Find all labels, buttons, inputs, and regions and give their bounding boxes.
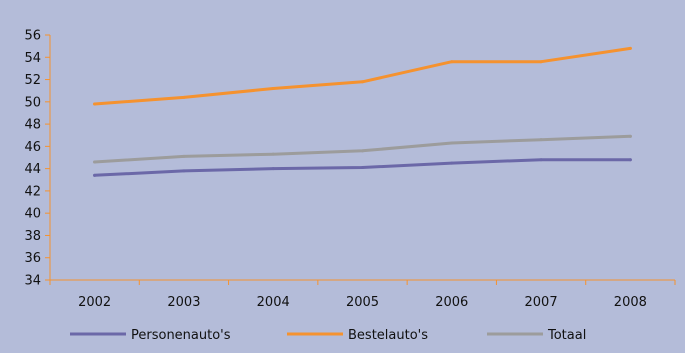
data-point [539,60,543,64]
data-point [93,160,97,164]
series-lines [93,46,632,177]
data-point [450,60,454,64]
data-point [361,166,364,170]
legend-label-1: Personenauto's [131,328,231,343]
data-point [450,141,454,145]
data-point [361,80,364,84]
x-axis: 2002 2003 2004 2005 2006 2007 2008 [49,279,676,310]
y-tick-label: 54 [24,51,41,66]
y-tick-label: 42 [24,184,41,199]
x-tick-label: 2006 [435,295,468,310]
data-point [182,169,186,173]
legend: Personenauto's Bestelauto's Totaal [70,328,586,343]
y-tick-label: 48 [24,118,41,133]
data-point [539,138,543,142]
data-point [271,152,275,156]
y-tick-label: 50 [24,95,41,110]
data-point [271,167,275,171]
data-point [271,86,275,90]
legend-label-3: Totaal [547,328,586,343]
y-tick-label: 34 [24,274,41,289]
x-tick-label: 2005 [346,295,379,310]
y-tick-label: 52 [24,73,41,88]
data-point [628,46,632,50]
data-point [450,161,454,165]
y-tick-label: 46 [24,140,41,155]
data-point [93,102,97,106]
legend-label-2: Bestelauto's [348,328,428,343]
y-tick-label: 56 [24,29,41,44]
x-tick-label: 2007 [525,295,558,310]
data-point [182,154,186,158]
data-point [361,149,364,153]
data-point [628,134,632,138]
y-axis: 34 36 38 40 42 44 46 48 50 52 54 56 [24,29,51,289]
x-tick-label: 2008 [614,295,647,310]
y-tick-label: 36 [24,251,41,266]
y-tick-label: 44 [24,162,41,177]
data-point [93,173,97,177]
y-tick-label: 38 [24,229,41,244]
x-tick-label: 2002 [78,295,111,310]
x-tick-label: 2004 [257,295,290,310]
data-point [182,95,186,99]
x-tick-label: 2003 [167,295,200,310]
data-point [628,158,632,162]
y-tick-label: 40 [24,207,41,222]
data-point [539,158,543,162]
